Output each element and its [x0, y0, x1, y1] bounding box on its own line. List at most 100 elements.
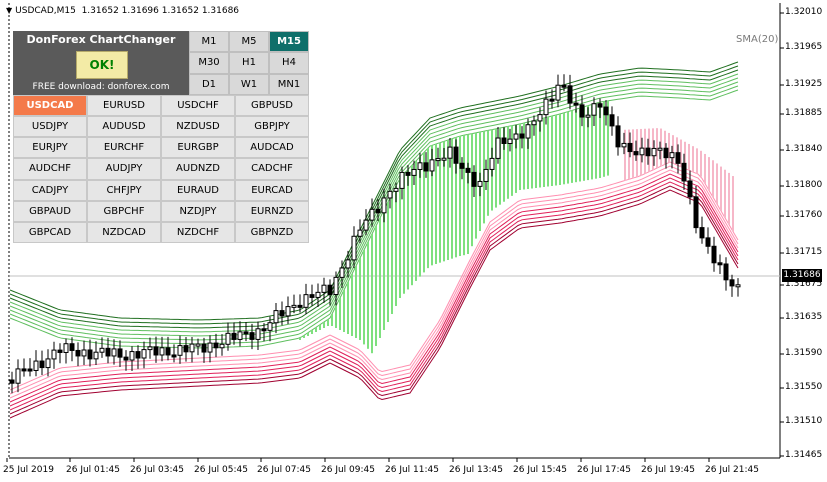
candle-body [255, 328, 261, 340]
candle-body [621, 142, 627, 148]
candle-body [363, 219, 369, 231]
candle-body [633, 151, 639, 156]
candle-body [471, 171, 477, 187]
symbol-button-gbpnzd[interactable]: GBPNZD [235, 221, 309, 243]
price-tick-label: 1.31510 [785, 416, 823, 426]
candle-body [723, 263, 729, 281]
lower-band-line [9, 169, 739, 399]
candle-body [117, 348, 123, 358]
candle-body [45, 358, 51, 369]
time-tick-label: 26 Jul 03:45 [130, 465, 184, 475]
candle-body [33, 360, 39, 371]
symbol-button-audjpy[interactable]: AUDJPY [87, 158, 161, 180]
ok-button[interactable]: OK! [76, 51, 128, 79]
time-tick-label: 26 Jul 17:45 [577, 465, 631, 475]
symbol-button-audusd[interactable]: AUDUSD [87, 116, 161, 138]
candle-body [309, 294, 315, 298]
candle-body [387, 190, 393, 199]
lower-band-line [9, 181, 739, 411]
symbol-button-euraud[interactable]: EURAUD [161, 179, 235, 201]
candle-body [579, 104, 585, 118]
candle-body [651, 147, 657, 157]
timeframe-button-w1[interactable]: W1 [229, 73, 269, 95]
symbol-button-nzdcad[interactable]: NZDCAD [87, 221, 161, 243]
candles [9, 74, 741, 394]
symbol-button-audnzd[interactable]: AUDNZD [161, 158, 235, 180]
symbol-button-audcad[interactable]: AUDCAD [235, 137, 309, 159]
symbol-button-nzdjpy[interactable]: NZDJPY [161, 200, 235, 222]
candle-body [153, 346, 159, 356]
candle-body [537, 114, 543, 122]
candle-body [213, 342, 219, 349]
candle-body [21, 368, 27, 372]
collapse-triangle-icon[interactable]: ▼ [6, 6, 13, 15]
candle-body [657, 147, 663, 151]
symbol-button-chfjpy[interactable]: CHFJPY [87, 179, 161, 201]
candle-body [615, 125, 621, 148]
candle-body [129, 351, 135, 361]
symbol-button-eurgbp[interactable]: EURGBP [161, 137, 235, 159]
chart-changer-panel: DonForex ChartChanger OK! FREE download:… [13, 31, 309, 243]
candle-body [639, 147, 645, 156]
candle-body [81, 349, 87, 357]
candle-body [441, 157, 447, 161]
candle-body [369, 208, 375, 221]
candle-body [627, 142, 633, 153]
candle-body [27, 368, 33, 372]
candle-body [705, 237, 711, 247]
candle-body [489, 157, 495, 170]
timeframe-button-mn1[interactable]: MN1 [269, 73, 309, 95]
upper-band-line [9, 61, 739, 321]
symbol-button-audchf[interactable]: AUDCHF [13, 158, 87, 180]
symbol-button-usdchf[interactable]: USDCHF [161, 95, 235, 117]
symbol-button-gbpjpy[interactable]: GBPJPY [235, 116, 309, 138]
timeframe-button-h4[interactable]: H4 [269, 52, 309, 74]
candle-body [201, 343, 207, 353]
candle-body [591, 103, 597, 116]
candle-body [87, 349, 93, 360]
candle-body [423, 162, 429, 172]
symbol-button-nzdusd[interactable]: NZDUSD [161, 116, 235, 138]
candle-body [243, 331, 249, 335]
symbol-button-eurnzd[interactable]: EURNZD [235, 200, 309, 222]
candle-body [51, 349, 57, 360]
symbol-button-nzdchf[interactable]: NZDCHF [161, 221, 235, 243]
symbol-button-gbpusd[interactable]: GBPUSD [235, 95, 309, 117]
timeframe-button-m30[interactable]: M30 [189, 52, 229, 74]
symbol-button-gbpchf[interactable]: GBPCHF [87, 200, 161, 222]
candle-body [9, 379, 15, 384]
symbol-button-eurjpy[interactable]: EURJPY [13, 137, 87, 159]
time-tick-label: 26 Jul 13:45 [449, 465, 503, 475]
symbol-button-eurusd[interactable]: EURUSD [87, 95, 161, 117]
timeframe-button-m5[interactable]: M5 [229, 31, 269, 53]
candle-body [495, 137, 501, 159]
candle-body [339, 267, 345, 278]
candle-body [279, 310, 285, 317]
timeframe-button-m15[interactable]: M15 [269, 31, 309, 53]
symbol-button-eurchf[interactable]: EURCHF [87, 137, 161, 159]
symbol-button-usdcad[interactable]: USDCAD [13, 95, 87, 117]
symbol-button-usdjpy[interactable]: USDJPY [13, 116, 87, 138]
symbol-button-cadchf[interactable]: CADCHF [235, 158, 309, 180]
candle-body [177, 345, 183, 356]
symbol-button-gbpcad[interactable]: GBPCAD [13, 221, 87, 243]
price-tick-label: 1.31635 [785, 312, 823, 322]
candle-body [267, 322, 273, 331]
panel-title: DonForex ChartChanger [26, 33, 176, 46]
candle-body [405, 171, 411, 176]
candle-body [507, 138, 513, 144]
price-tick-label: 1.31675 [785, 279, 823, 289]
candle-body [231, 332, 237, 340]
symbol-button-eurcad[interactable]: EURCAD [235, 179, 309, 201]
candle-body [99, 347, 105, 353]
timeframe-button-h1[interactable]: H1 [229, 52, 269, 74]
timeframe-button-m1[interactable]: M1 [189, 31, 229, 53]
candle-body [159, 347, 165, 356]
time-tick-label: 26 Jul 05:45 [194, 465, 248, 475]
candle-body [687, 180, 693, 198]
symbol-button-gbpaud[interactable]: GBPAUD [13, 200, 87, 222]
symbol-button-cadjpy[interactable]: CADJPY [13, 179, 87, 201]
timeframe-button-d1[interactable]: D1 [189, 73, 229, 95]
time-tick-label: 26 Jul 01:45 [66, 465, 120, 475]
